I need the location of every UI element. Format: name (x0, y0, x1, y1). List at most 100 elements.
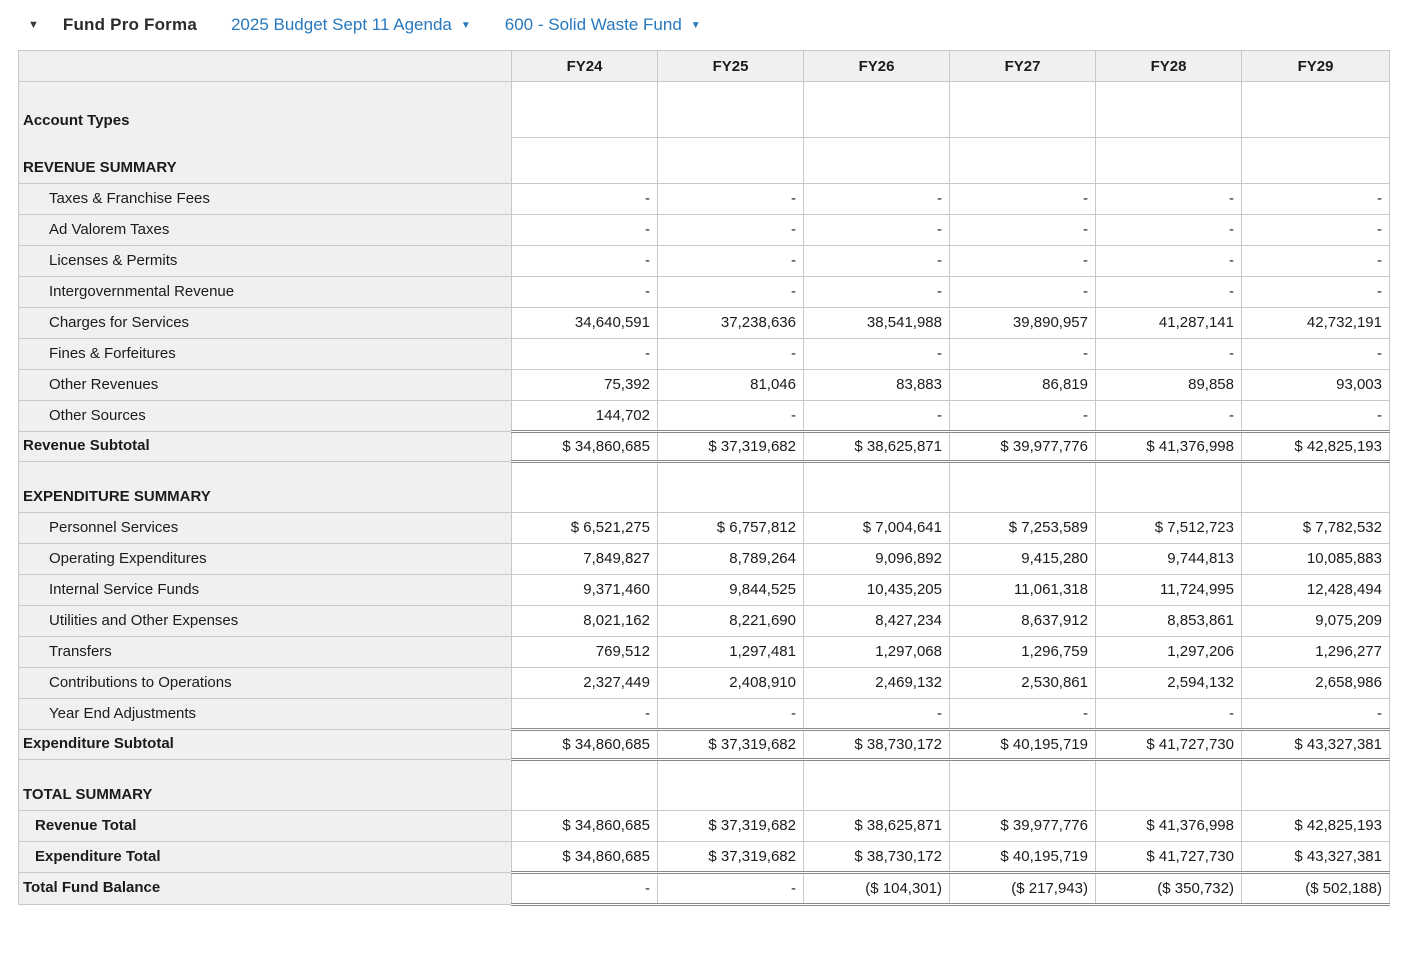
value-cell (511, 759, 658, 811)
value-cell: 9,744,813 (1095, 543, 1242, 575)
budget-dropdown[interactable]: 2025 Budget Sept 11 Agenda ▼ (231, 15, 471, 35)
table-row: REVENUE SUMMARY (18, 137, 1390, 184)
value-cell: $ 40,195,719 (949, 728, 1096, 761)
value-cell: 8,637,912 (949, 605, 1096, 637)
row-label: Contributions to Operations (18, 667, 512, 699)
table-row: EXPENDITURE SUMMARY (18, 461, 1390, 513)
budget-dropdown-label: 2025 Budget Sept 11 Agenda (230, 15, 452, 34)
row-label: Expenditure Subtotal (18, 729, 512, 760)
value-cell: 10,435,205 (803, 574, 950, 606)
table-row: Personnel Services $ 6,521,275 $ 6,757,812… (18, 512, 1390, 544)
value-cell (1095, 759, 1242, 811)
row-label: Personnel Services (18, 512, 512, 544)
column-header: FY27 (949, 50, 1096, 82)
value-cell: 1,296,277 (1241, 636, 1390, 668)
value-cell: - (511, 183, 658, 215)
value-cell: - (1095, 276, 1242, 308)
value-cell: - (1241, 214, 1390, 246)
table-row: Account Types (18, 81, 1390, 138)
table-row: Operating Expenditures 7,849,827 8,789,264… (18, 543, 1390, 575)
fund-dropdown[interactable]: 600 - Solid Waste Fund ▼ (505, 15, 701, 35)
value-cell: $ 41,376,998 (1095, 810, 1242, 842)
table-row: Transfers 769,512 1,297,481 1,297,068 1,296,… (18, 636, 1390, 668)
value-cell: 37,238,636 (657, 307, 804, 339)
value-cell: ($ 104,301) (803, 871, 950, 906)
value-cell: - (657, 245, 804, 277)
table-row: Total Fund Balance - - ($ 104,301) ($ 217,94… (18, 871, 1390, 906)
value-cell: - (803, 183, 950, 215)
value-cell (949, 81, 1096, 138)
value-cell: 75,392 (511, 369, 658, 401)
value-cell (803, 461, 950, 513)
value-cell: $ 41,376,998 (1095, 430, 1242, 463)
value-cell: 8,021,162 (511, 605, 658, 637)
chevron-down-icon: ▼ (690, 20, 701, 31)
value-cell: - (949, 245, 1096, 277)
value-cell: - (511, 214, 658, 246)
table-row: TOTAL SUMMARY (18, 759, 1390, 811)
value-cell (511, 461, 658, 513)
value-cell (1095, 81, 1242, 138)
collapse-caret-icon[interactable]: ▼ (28, 18, 39, 31)
value-cell: 769,512 (511, 636, 658, 668)
value-cell: ($ 350,732) (1095, 871, 1242, 906)
value-cell: $ 34,860,685 (511, 841, 658, 874)
value-cell: 2,530,861 (949, 667, 1096, 699)
value-cell: 8,221,690 (657, 605, 804, 637)
table-row: Expenditure Subtotal $ 34,860,685 $ 37,319… (18, 728, 1390, 761)
table-row: Year End Adjustments - - - - - - (18, 698, 1390, 730)
value-cell: - (511, 276, 658, 308)
value-cell: $ 43,327,381 (1241, 841, 1390, 874)
value-cell: - (949, 400, 1096, 432)
value-cell: $ 7,253,589 (949, 512, 1096, 544)
value-cell: - (657, 871, 804, 906)
row-label: Ad Valorem Taxes (18, 214, 512, 246)
value-cell: 41,287,141 (1095, 307, 1242, 339)
value-cell: - (1095, 698, 1242, 730)
table-row: Contributions to Operations 2,327,449 2,40… (18, 667, 1390, 699)
value-cell: 2,327,449 (511, 667, 658, 699)
value-cell (803, 81, 950, 138)
value-cell: - (1095, 183, 1242, 215)
value-cell: $ 34,860,685 (511, 810, 658, 842)
value-cell: - (1095, 245, 1242, 277)
value-cell: 8,853,861 (1095, 605, 1242, 637)
value-cell: 1,297,068 (803, 636, 950, 668)
value-cell: 39,890,957 (949, 307, 1096, 339)
value-cell: 1,297,481 (657, 636, 804, 668)
row-label: REVENUE SUMMARY (18, 137, 512, 184)
fund-dropdown-label: 600 - Solid Waste Fund (504, 15, 682, 34)
row-label: Fines & Forfeitures (18, 338, 512, 370)
value-cell: $ 7,512,723 (1095, 512, 1242, 544)
value-cell (803, 759, 950, 811)
value-cell: 10,085,883 (1241, 543, 1390, 575)
value-cell: $ 39,977,776 (949, 810, 1096, 842)
value-cell: 144,702 (511, 400, 658, 432)
row-label: Revenue Total (18, 810, 512, 842)
value-cell (657, 81, 804, 138)
table-row: Utilities and Other Expenses 8,021,162 8,2… (18, 605, 1390, 637)
table-row: Ad Valorem Taxes - - - - - - (18, 214, 1390, 246)
value-cell: 38,541,988 (803, 307, 950, 339)
table-row: Other Revenues 75,392 81,046 83,883 86,819 89… (18, 369, 1390, 401)
value-cell: 11,061,318 (949, 574, 1096, 606)
value-cell: 93,003 (1241, 369, 1390, 401)
value-cell: $ 41,727,730 (1095, 728, 1242, 761)
value-cell: - (657, 338, 804, 370)
value-cell (949, 461, 1096, 513)
row-label: Other Sources (18, 400, 512, 432)
value-cell: - (511, 245, 658, 277)
value-cell: ($ 217,943) (949, 871, 1096, 906)
value-cell: 12,428,494 (1241, 574, 1390, 606)
value-cell: - (1241, 245, 1390, 277)
value-cell: - (803, 214, 950, 246)
topbar: ▼ Fund Pro Forma 2025 Budget Sept 11 Age… (0, 0, 1407, 50)
value-cell (1095, 137, 1242, 184)
value-cell (1241, 137, 1390, 184)
column-header: FY26 (803, 50, 950, 82)
value-cell: 34,640,591 (511, 307, 658, 339)
value-cell: - (657, 214, 804, 246)
value-cell: - (1095, 400, 1242, 432)
value-cell: 9,371,460 (511, 574, 658, 606)
value-cell: - (803, 698, 950, 730)
